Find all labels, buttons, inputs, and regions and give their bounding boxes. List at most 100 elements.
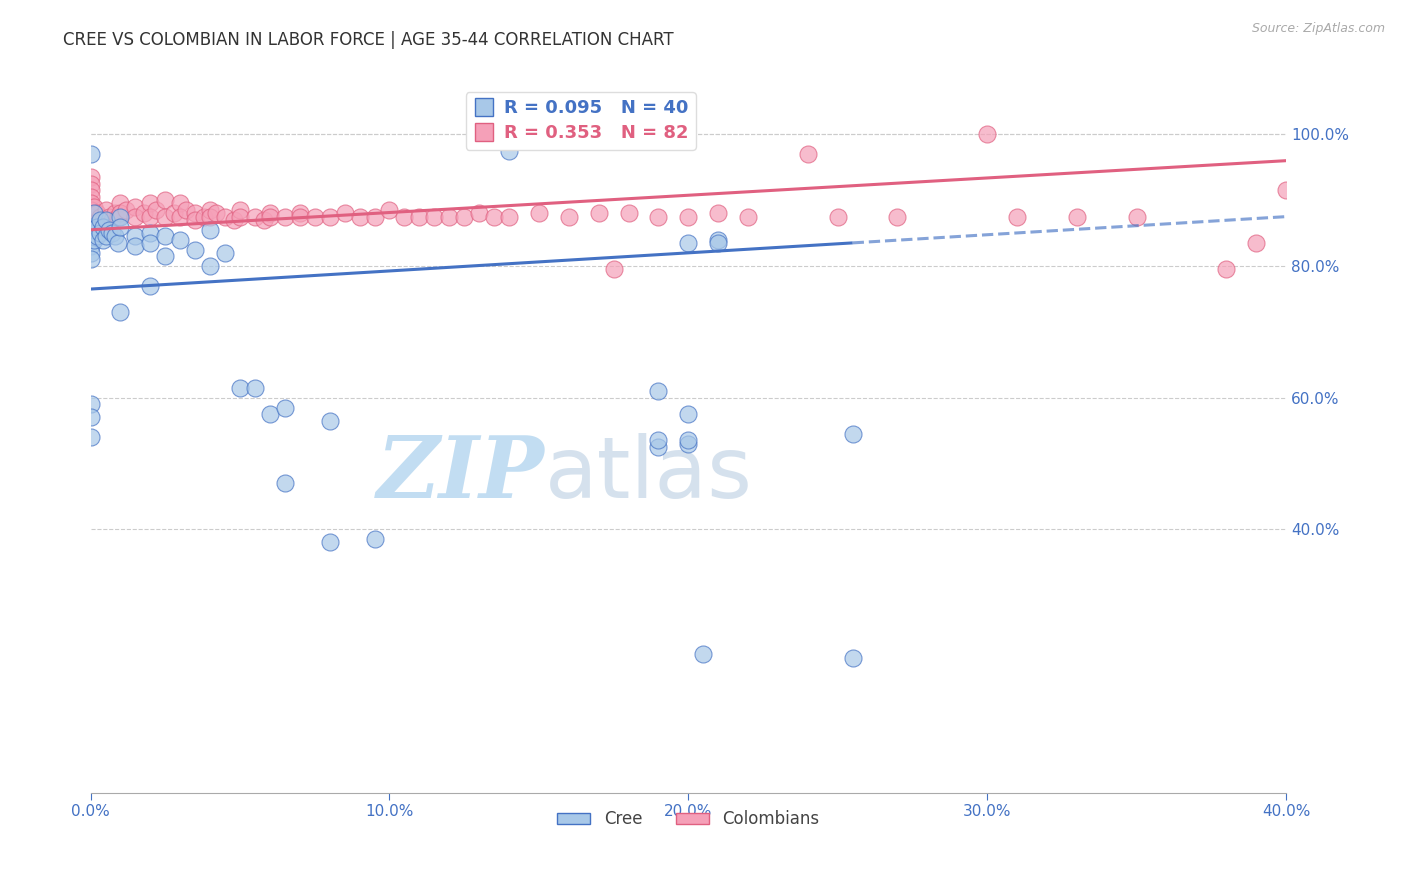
Point — [259, 206, 281, 220]
Point — [163, 206, 186, 220]
Point — [318, 414, 340, 428]
Point — [139, 210, 162, 224]
Point — [602, 262, 624, 277]
Point — [229, 202, 252, 217]
Point — [79, 245, 101, 260]
Point — [288, 210, 311, 224]
Point — [86, 206, 108, 220]
Point — [827, 210, 849, 224]
Point — [107, 210, 129, 224]
Point — [737, 210, 759, 224]
Text: Source: ZipAtlas.com: Source: ZipAtlas.com — [1251, 22, 1385, 36]
Point — [468, 206, 491, 220]
Point — [91, 233, 114, 247]
Point — [318, 535, 340, 549]
Point — [86, 219, 108, 234]
Point — [378, 202, 401, 217]
Point — [259, 407, 281, 421]
Point — [86, 229, 108, 244]
Point — [394, 210, 416, 224]
Point — [692, 648, 714, 662]
Point — [363, 532, 385, 546]
Point — [155, 229, 177, 244]
Point — [100, 213, 122, 227]
Point — [678, 210, 700, 224]
Point — [647, 440, 669, 454]
Point — [145, 202, 167, 217]
Point — [155, 210, 177, 224]
Point — [318, 210, 340, 224]
Text: CREE VS COLOMBIAN IN LABOR FORCE | AGE 35-44 CORRELATION CHART: CREE VS COLOMBIAN IN LABOR FORCE | AGE 3… — [63, 31, 673, 49]
Point — [229, 210, 252, 224]
Point — [79, 430, 101, 444]
Point — [304, 210, 326, 224]
Point — [288, 206, 311, 220]
Point — [274, 476, 297, 491]
Point — [174, 202, 197, 217]
Point — [707, 235, 730, 250]
Point — [1275, 183, 1298, 197]
Point — [169, 233, 191, 247]
Point — [976, 128, 998, 142]
Point — [841, 650, 863, 665]
Point — [89, 210, 111, 224]
Point — [198, 202, 221, 217]
Point — [363, 210, 385, 224]
Point — [408, 210, 430, 224]
Point — [423, 210, 446, 224]
Point — [214, 245, 236, 260]
Point — [103, 206, 125, 220]
Point — [678, 407, 700, 421]
Point — [274, 401, 297, 415]
Point — [79, 219, 101, 234]
Point — [79, 183, 101, 197]
Point — [79, 196, 101, 211]
Point — [498, 144, 520, 158]
Point — [169, 210, 191, 224]
Point — [124, 200, 146, 214]
Point — [647, 434, 669, 448]
Point — [79, 216, 101, 230]
Point — [139, 278, 162, 293]
Point — [588, 206, 610, 220]
Point — [91, 213, 114, 227]
Point — [139, 226, 162, 240]
Point — [229, 381, 252, 395]
Point — [79, 190, 101, 204]
Point — [79, 210, 101, 224]
Point — [103, 229, 125, 244]
Point — [349, 210, 371, 224]
Point — [678, 436, 700, 450]
Point — [110, 219, 132, 234]
Point — [797, 147, 820, 161]
Point — [647, 384, 669, 398]
Point — [707, 233, 730, 247]
Point — [1066, 210, 1088, 224]
Point — [79, 147, 101, 161]
Point — [155, 193, 177, 207]
Point — [94, 202, 117, 217]
Point — [169, 196, 191, 211]
Point — [184, 213, 207, 227]
Point — [79, 170, 101, 185]
Point — [83, 206, 105, 220]
Point — [94, 213, 117, 227]
Point — [79, 239, 101, 253]
Point — [558, 210, 581, 224]
Point — [841, 426, 863, 441]
Point — [79, 397, 101, 411]
Point — [617, 206, 640, 220]
Point — [110, 206, 132, 220]
Point — [184, 243, 207, 257]
Point — [259, 210, 281, 224]
Point — [79, 252, 101, 267]
Legend: Cree, Colombians: Cree, Colombians — [551, 804, 827, 835]
Text: atlas: atlas — [546, 433, 752, 516]
Point — [100, 226, 122, 240]
Point — [124, 229, 146, 244]
Point — [527, 206, 550, 220]
Point — [274, 210, 297, 224]
Point — [89, 226, 111, 240]
Point — [97, 223, 120, 237]
Point — [83, 200, 105, 214]
